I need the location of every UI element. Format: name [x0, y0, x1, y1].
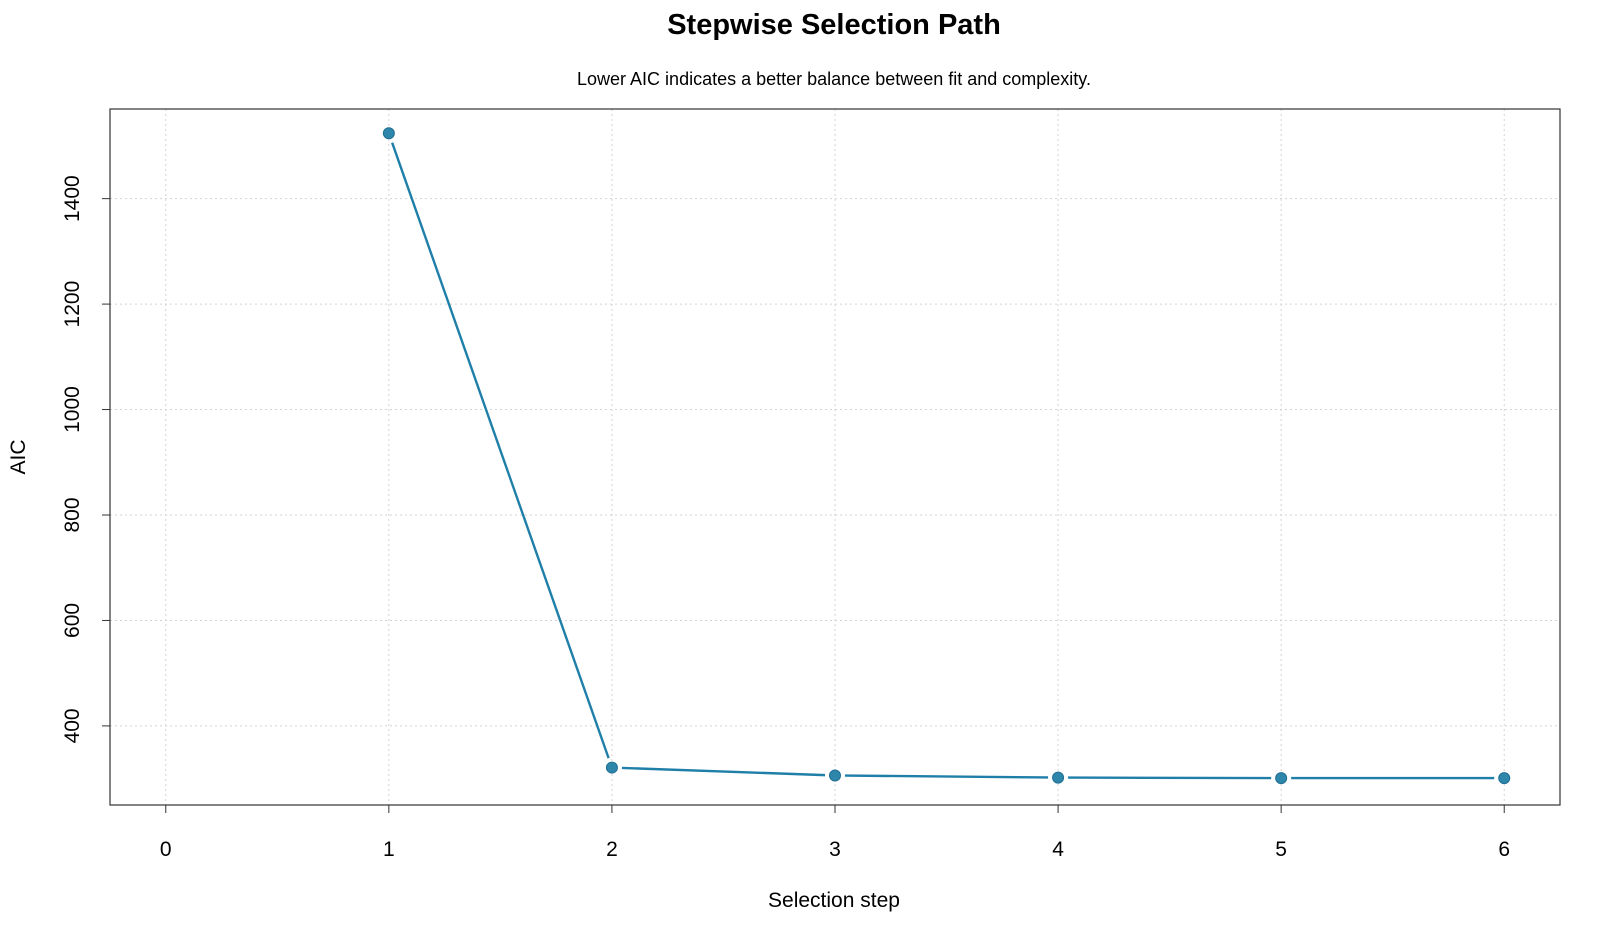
y-axis-ticks: 400 600 800 1000 1200 1400 [61, 175, 110, 743]
y-tick-label-5: 1400 [61, 175, 84, 222]
series-layer [382, 127, 1511, 785]
x-tick-label-1: 1 [383, 838, 395, 861]
chart-subtitle: Lower AIC indicates a better balance bet… [577, 69, 1091, 89]
x-tick-label-3: 3 [829, 838, 841, 861]
x-tick-label-0: 0 [160, 838, 172, 861]
series-0-point-5 [1498, 772, 1511, 785]
y-tick-label-3: 1000 [61, 386, 84, 433]
grid-lines [110, 109, 1560, 805]
y-tick-label-0: 400 [61, 708, 84, 743]
y-tick-label-2: 800 [61, 497, 84, 532]
series-0-point-2 [829, 769, 841, 782]
chart-title: Stepwise Selection Path [667, 9, 1001, 41]
series-0-point-4 [1275, 772, 1288, 785]
y-tick-label-4: 1200 [61, 281, 84, 328]
series-0-segment-1 [621, 766, 826, 777]
y-tick-label-1: 600 [61, 603, 84, 638]
series-0-point-3 [1052, 771, 1065, 784]
series-0-point-1 [605, 761, 618, 774]
x-tick-label-6: 6 [1498, 838, 1510, 861]
x-axis-ticks: 0 1 2 3 4 5 6 [160, 805, 1510, 861]
x-axis-label: Selection step [768, 889, 900, 912]
y-axis-label: AIC [7, 439, 30, 474]
series-0-point-0 [382, 127, 395, 140]
x-tick-label-2: 2 [606, 838, 618, 861]
series-0-segment-2 [844, 774, 1049, 779]
x-tick-label-5: 5 [1275, 838, 1287, 861]
x-tick-label-4: 4 [1052, 838, 1064, 861]
series-0-segment-0 [391, 142, 610, 759]
